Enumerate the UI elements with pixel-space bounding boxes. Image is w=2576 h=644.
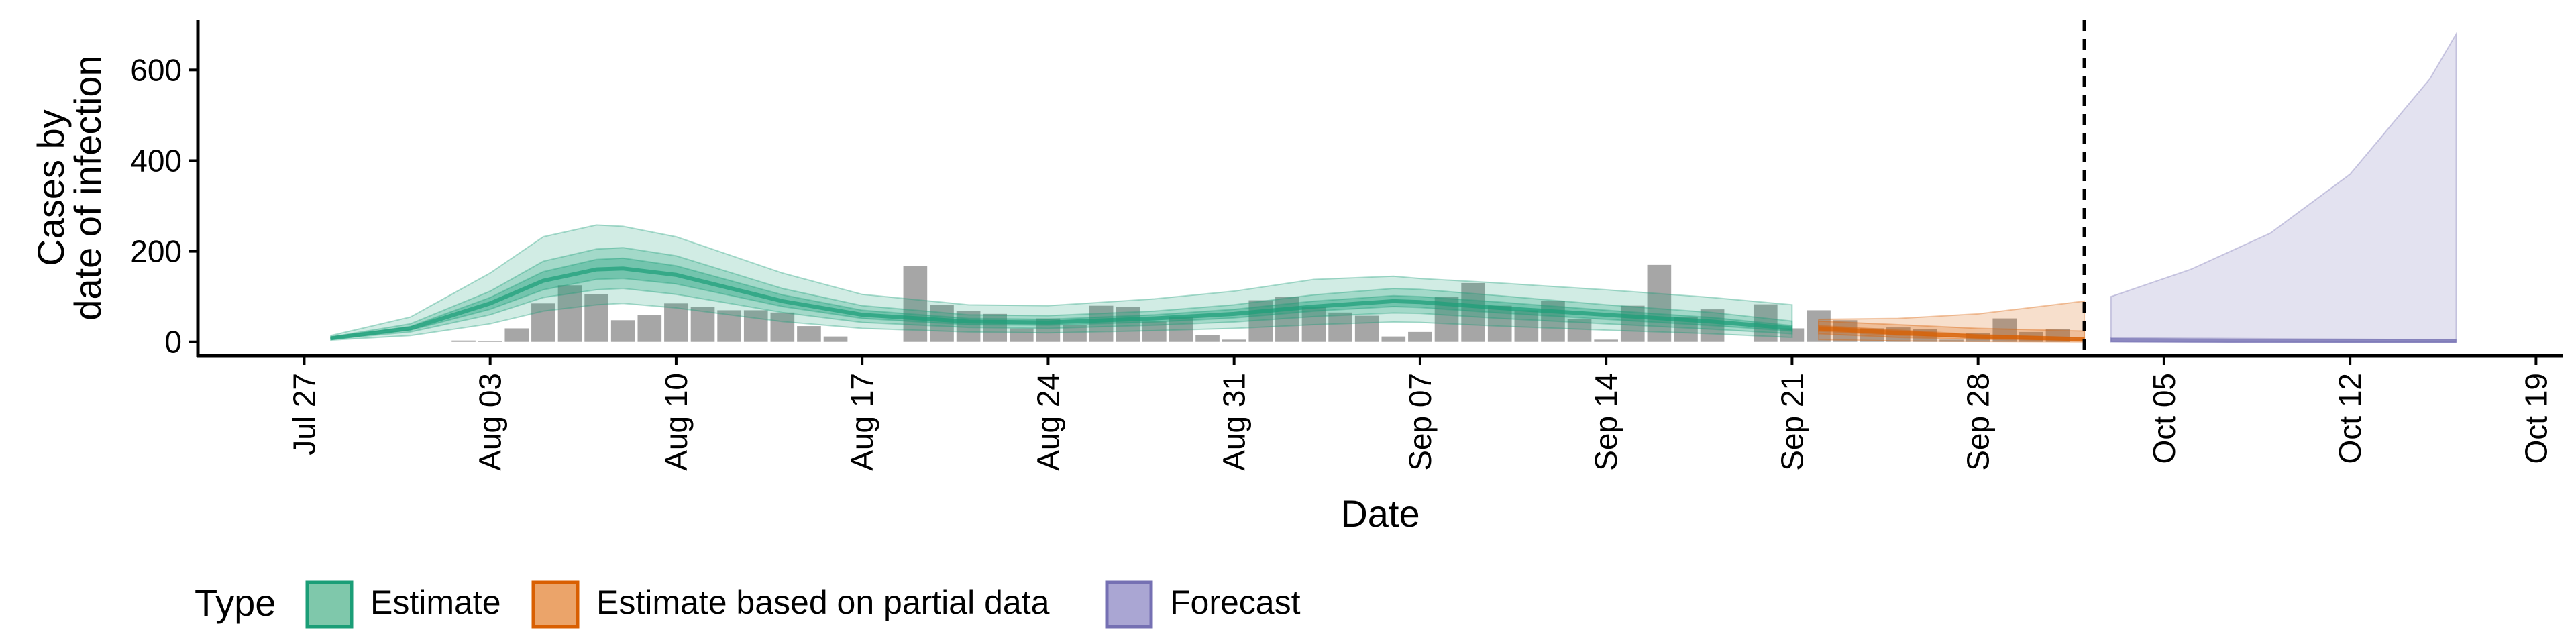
- y-ticks: 0 200 400 600: [130, 52, 198, 360]
- legend-label-0: Estimate: [370, 584, 501, 621]
- forecast-median-line: [2110, 338, 2457, 344]
- reported-case-bar: [637, 315, 662, 342]
- reported-case-bar: [1354, 315, 1379, 342]
- reported-case-bar: [1807, 310, 1831, 342]
- reported-case-bar: [1009, 328, 1034, 342]
- legend-label-2: Forecast: [1170, 584, 1301, 621]
- reported-case-bar: [823, 336, 848, 342]
- reported-case-bar: [1116, 307, 1140, 342]
- reported-case-bar: [983, 313, 1008, 342]
- x-tick-label: Aug 24: [1030, 373, 1065, 471]
- reported-case-bar: [1514, 310, 1539, 342]
- legend-title: Type: [195, 582, 276, 624]
- x-axis-title: Date: [1340, 492, 1419, 535]
- reported-case-bar: [1594, 339, 1618, 342]
- reported-case-bar: [1408, 331, 1432, 342]
- reported-case-bar: [1541, 301, 1565, 342]
- reported-case-bar: [1939, 339, 1964, 342]
- reported-case-bar: [1780, 328, 1805, 342]
- x-tick-label: Aug 17: [845, 373, 879, 471]
- estimate-ribbon-90: [330, 224, 1793, 341]
- x-tick-label: Aug 10: [659, 373, 694, 471]
- reported-case-bar: [956, 311, 981, 342]
- reported-case-bar: [451, 340, 476, 342]
- x-tick-label: Aug 31: [1217, 373, 1252, 471]
- x-tick-label: Jul 27: [286, 373, 321, 455]
- x-tick-label: Aug 03: [473, 373, 508, 471]
- estimate-median-line: [330, 266, 1792, 341]
- reported-case-bar: [504, 328, 529, 342]
- y-tick-label: 0: [164, 325, 182, 360]
- reported-case-bar: [1567, 319, 1592, 342]
- x-tick-label: Sep 14: [1589, 373, 1623, 471]
- legend: Type Estimate Estimate based on partial d…: [195, 580, 1301, 629]
- reported-case-bar: [1301, 307, 1326, 342]
- x-tick-label: Sep 07: [1403, 373, 1438, 471]
- reported-case-bar: [690, 307, 715, 342]
- y-axis-title-line-1: Cases by: [30, 109, 72, 266]
- reported-case-bar: [584, 294, 608, 342]
- reported-case-bar: [1248, 300, 1273, 342]
- reported-case-bar: [531, 303, 555, 342]
- reported-case-bar: [717, 310, 741, 342]
- y-tick-label: 600: [130, 52, 182, 87]
- reported-case-bar: [1381, 336, 1406, 342]
- estimate-ribbon-50: [330, 247, 1793, 340]
- reported-case-bar: [1700, 309, 1725, 342]
- reported-case-bar: [797, 326, 821, 342]
- x-tick-label: Oct 12: [2332, 373, 2367, 464]
- x-tick-label: Oct 19: [2518, 373, 2553, 464]
- y-tick-label: 200: [130, 234, 182, 269]
- median-lines: [330, 266, 2457, 344]
- reported-case-bar: [610, 320, 635, 342]
- x-tick-label: Oct 05: [2147, 373, 2182, 464]
- legend-label-1: Estimate based on partial data: [596, 584, 1050, 621]
- reported-case-bar: [1487, 305, 1512, 342]
- reported-case-bar: [930, 305, 954, 342]
- reported-case-bar: [903, 266, 928, 342]
- reported-case-bar: [1089, 305, 1114, 342]
- reported-case-bar: [1620, 305, 1645, 342]
- legend-key-0: [305, 580, 354, 629]
- reported-case-bar: [1195, 335, 1220, 342]
- y-axis-title-line-2: date of infection: [66, 55, 109, 320]
- legend-key-1: [531, 580, 580, 629]
- reported-case-bar: [557, 285, 582, 342]
- legend-key-2: [1105, 580, 1153, 629]
- reported-case-bar: [1647, 264, 1672, 342]
- y-tick-label: 400: [130, 143, 182, 178]
- reported-case-bar: [1169, 317, 1193, 342]
- reported-case-bar: [664, 303, 688, 342]
- reported-case-bar: [770, 312, 795, 342]
- x-tick-label: Sep 21: [1774, 373, 1809, 471]
- reported-case-bar: [1275, 297, 1299, 342]
- x-tick-label: Sep 28: [1961, 373, 1996, 471]
- reported-case-bar: [743, 310, 768, 342]
- ribbons: [330, 31, 2457, 343]
- x-ticks: Jul 27 Aug 03 Aug 10 Aug 17 Aug 24 Aug 31 Sep …: [286, 356, 2553, 471]
- reported-case-bar: [1753, 304, 1778, 342]
- forecast-ribbon-90: [2110, 31, 2457, 343]
- partial-median-line: [1818, 326, 2085, 341]
- reported-case-bar: [1222, 339, 1246, 342]
- reported-case-bar: [1063, 325, 1087, 342]
- reported-case-bar: [1142, 321, 1167, 342]
- axes: [196, 20, 2563, 358]
- reported-case-bar: [1328, 312, 1352, 342]
- reported-case-bar: [1461, 282, 1485, 342]
